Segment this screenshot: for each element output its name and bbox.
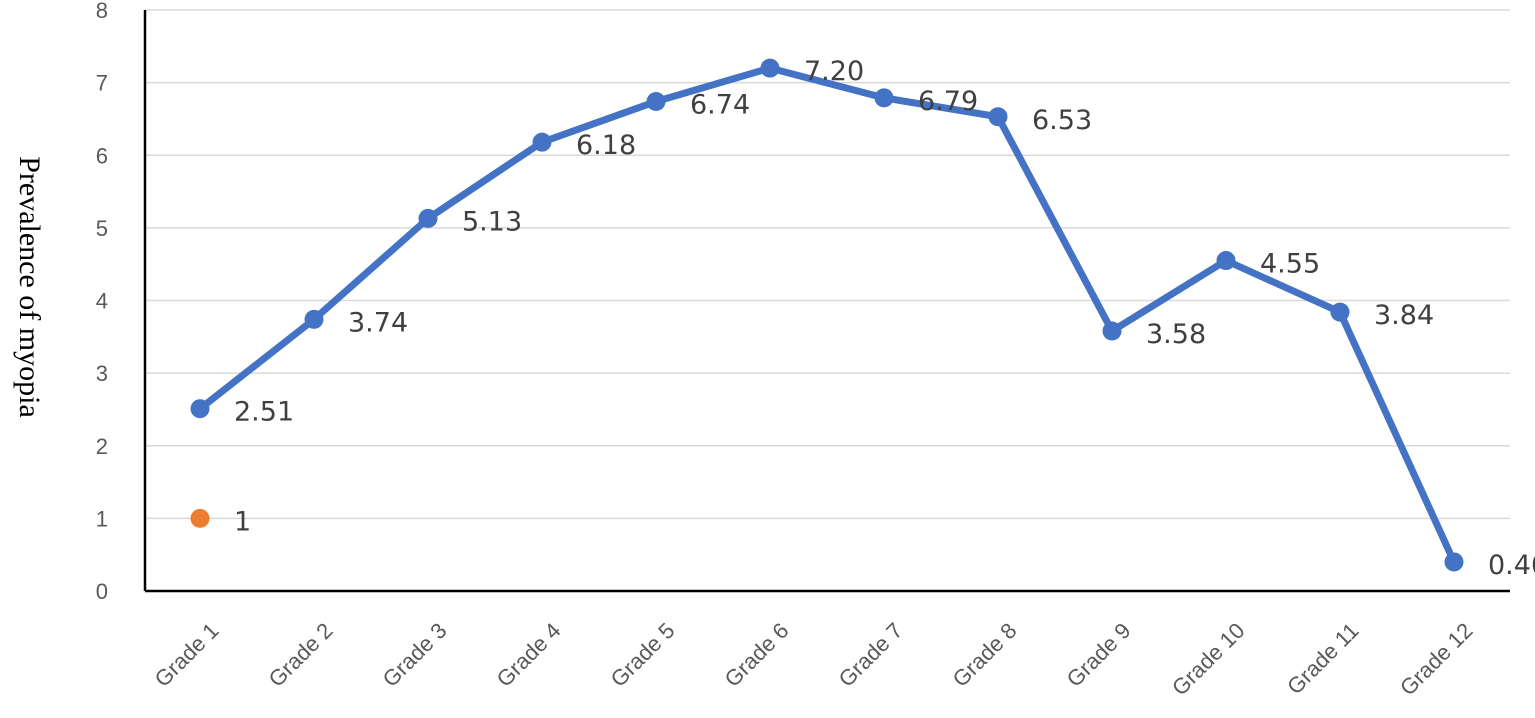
data-point — [1330, 302, 1350, 322]
y-tick-label: 3 — [96, 361, 108, 386]
data-point — [418, 208, 438, 228]
data-point — [1102, 321, 1122, 341]
data-point — [304, 309, 324, 329]
x-category-label: Grade 3 — [378, 618, 452, 692]
x-category-label: Grade 5 — [606, 618, 680, 692]
y-tick-label: 0 — [96, 579, 108, 604]
x-category-label: Grade 8 — [948, 618, 1022, 692]
y-tick-label: 2 — [96, 434, 108, 459]
y-tick-label: 5 — [96, 216, 108, 241]
data-point — [190, 508, 210, 528]
data-label: 4.55 — [1260, 249, 1320, 280]
x-category-label: Grade 1 — [150, 618, 224, 692]
x-category-label: Grade 2 — [264, 618, 338, 692]
x-category-label: Grade 7 — [834, 618, 908, 692]
data-label: 7.20 — [804, 56, 864, 87]
data-label: 6.79 — [918, 86, 978, 117]
gridlines — [145, 9, 1510, 520]
data-label: 0.40 — [1488, 550, 1535, 581]
data-label: 2.51 — [234, 397, 294, 428]
data-point — [1216, 251, 1236, 271]
data-point — [190, 399, 210, 419]
x-category-label: Grade 9 — [1062, 618, 1136, 692]
y-tick-label: 7 — [96, 71, 108, 96]
data-point — [646, 92, 666, 112]
data-point — [988, 107, 1008, 127]
data-point — [874, 88, 894, 108]
x-category-labels: Grade 1 Grade 2 Grade 3 Grade 4 Grade 5 Grade… — [150, 618, 1478, 701]
data-label: 6.74 — [690, 90, 750, 121]
series — [190, 58, 1464, 572]
data-label: 5.13 — [462, 206, 522, 237]
data-label: 3.74 — [348, 307, 408, 338]
y-tick-label: 1 — [96, 506, 108, 531]
y-tick-label: 4 — [96, 289, 108, 314]
y-tick-label: 6 — [96, 143, 108, 168]
x-category-label: Grade 11 — [1282, 618, 1363, 699]
data-point — [532, 132, 552, 152]
data-labels: 2.51 3.74 5.13 6.18 6.74 7.20 6.79 6.53 3.58 4.55… — [234, 56, 1535, 581]
data-point — [1444, 552, 1464, 572]
x-category-label: Grade 12 — [1395, 618, 1478, 701]
data-label: 3.58 — [1146, 319, 1206, 350]
data-label: 6.18 — [576, 130, 636, 161]
data-point — [760, 58, 780, 78]
y-tick-label: 8 — [96, 0, 108, 23]
data-label: 1 — [234, 506, 251, 537]
series-line — [196, 64, 1458, 566]
data-label: 6.53 — [1032, 105, 1092, 136]
x-category-label: Grade 6 — [720, 618, 794, 692]
data-label: 3.84 — [1374, 300, 1434, 331]
x-category-label: Grade 10 — [1167, 618, 1250, 701]
y-axis-title: Prevalence of myopia — [13, 156, 46, 418]
y-tick-labels: 0 1 2 3 4 5 6 7 8 — [96, 0, 108, 604]
x-category-label: Grade 4 — [492, 618, 566, 692]
